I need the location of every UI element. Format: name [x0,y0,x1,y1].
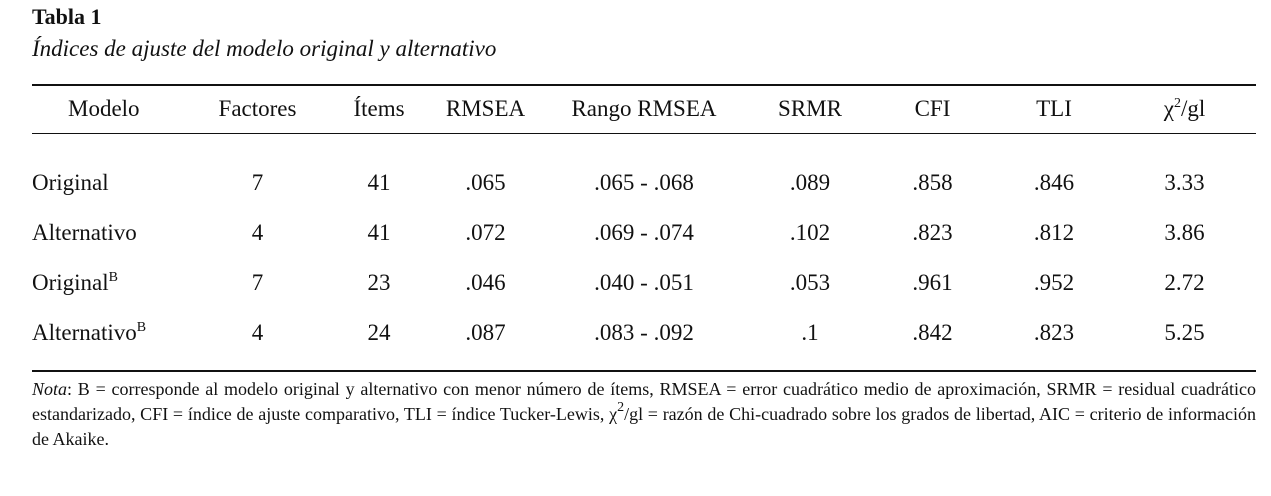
header-rmsea: RMSEA [445,96,526,121]
cell-tli: .846 [1033,170,1075,195]
table-label: Tabla 1 [32,4,102,29]
table-row: Original 7 41 .065 .065 - .068 .089 .858… [32,158,1256,208]
cell-chi-gl: 3.86 [1164,220,1205,245]
cell-rango-rmsea: .040 - .051 [594,270,694,295]
cell-rango-rmsea: .083 - .092 [594,320,694,345]
cell-srmr: .1 [801,320,819,345]
cell-chi-gl: 3.33 [1164,170,1205,195]
model-name: Alternativo [32,220,137,245]
cell-rmsea: .065 [465,170,506,195]
header-items: Ítems [353,96,405,121]
chi-symbol: χ [1163,96,1174,121]
cell-tli: .812 [1033,220,1075,245]
header-row: Modelo Factores Ítems RMSEA Rango RMSEA … [32,86,1256,132]
note-chi-superscript: 2 [617,400,625,415]
chi-suffix: /gl [1180,96,1206,121]
chi-superscript: 2 [1173,96,1181,111]
model-name: Original [32,270,109,295]
cell-srmr: .053 [789,270,831,295]
note-chi-symbol: χ [609,404,618,424]
model-name: Alternativo [32,320,137,345]
cell-cfi: .858 [912,170,953,195]
header-factores: Factores [218,96,297,121]
header-modelo: Modelo [68,96,140,121]
cell-tli: .823 [1033,320,1075,345]
note-text-part2: /gl = razón de Chi-cuadrado sobre los gr… [32,404,1256,449]
model-superscript: B [108,270,118,285]
cell-items: 41 [367,220,391,245]
table-row: AlternativoB 4 24 .087 .083 - .092 .1 .8… [32,308,1256,358]
cell-items: 41 [367,170,391,195]
cell-rmsea: .087 [465,320,506,345]
header-srmr: SRMR [778,96,842,121]
table-bottom-rule [32,370,1256,372]
cell-srmr: .102 [789,220,831,245]
header-rango-rmsea: Rango RMSEA [571,96,717,121]
cell-factores: 4 [251,220,264,245]
cell-rango-rmsea: .065 - .068 [594,170,694,195]
cell-modelo: AlternativoB [32,308,190,358]
header-tli: TLI [1036,96,1072,121]
cell-cfi: .842 [912,320,953,345]
fit-indices-table: Modelo Factores Ítems RMSEA Rango RMSEA … [32,86,1256,358]
cell-rmsea: .046 [465,270,506,295]
cell-cfi: .961 [912,270,953,295]
cell-chi-gl: 5.25 [1164,320,1205,345]
note-text-part1: : B = corresponde al modelo original y a… [32,379,1256,424]
cell-items: 23 [367,270,391,295]
header-cfi: CFI [914,96,951,121]
cell-modelo: Original [32,158,190,208]
cell-modelo: OriginalB [32,258,190,308]
table-row: Alternativo 4 41 .072 .069 - .074 .102 .… [32,208,1256,258]
model-name: Original [32,170,109,195]
model-superscript: B [136,320,147,335]
table-row: OriginalB 7 23 .046 .040 - .051 .053 .96… [32,258,1256,308]
cell-rango-rmsea: .069 - .074 [594,220,694,245]
cell-srmr: .089 [789,170,831,195]
cell-factores: 7 [251,270,264,295]
table-title: Índices de ajuste del modelo original y … [32,36,497,61]
cell-modelo: Alternativo [32,208,190,258]
cell-rmsea: .072 [465,220,506,245]
note-label: Nota [32,379,68,399]
cell-factores: 7 [251,170,264,195]
header-chi-gl: χ2/gl [1113,86,1256,132]
table-note: Nota: B = corresponde al modelo original… [32,377,1256,452]
cell-items: 24 [367,320,391,345]
cell-cfi: .823 [912,220,953,245]
cell-chi-gl: 2.72 [1164,270,1205,295]
cell-factores: 4 [251,320,264,345]
table-header-rule [32,133,1256,134]
cell-tli: .952 [1033,270,1075,295]
table-top-rule [32,84,1256,86]
